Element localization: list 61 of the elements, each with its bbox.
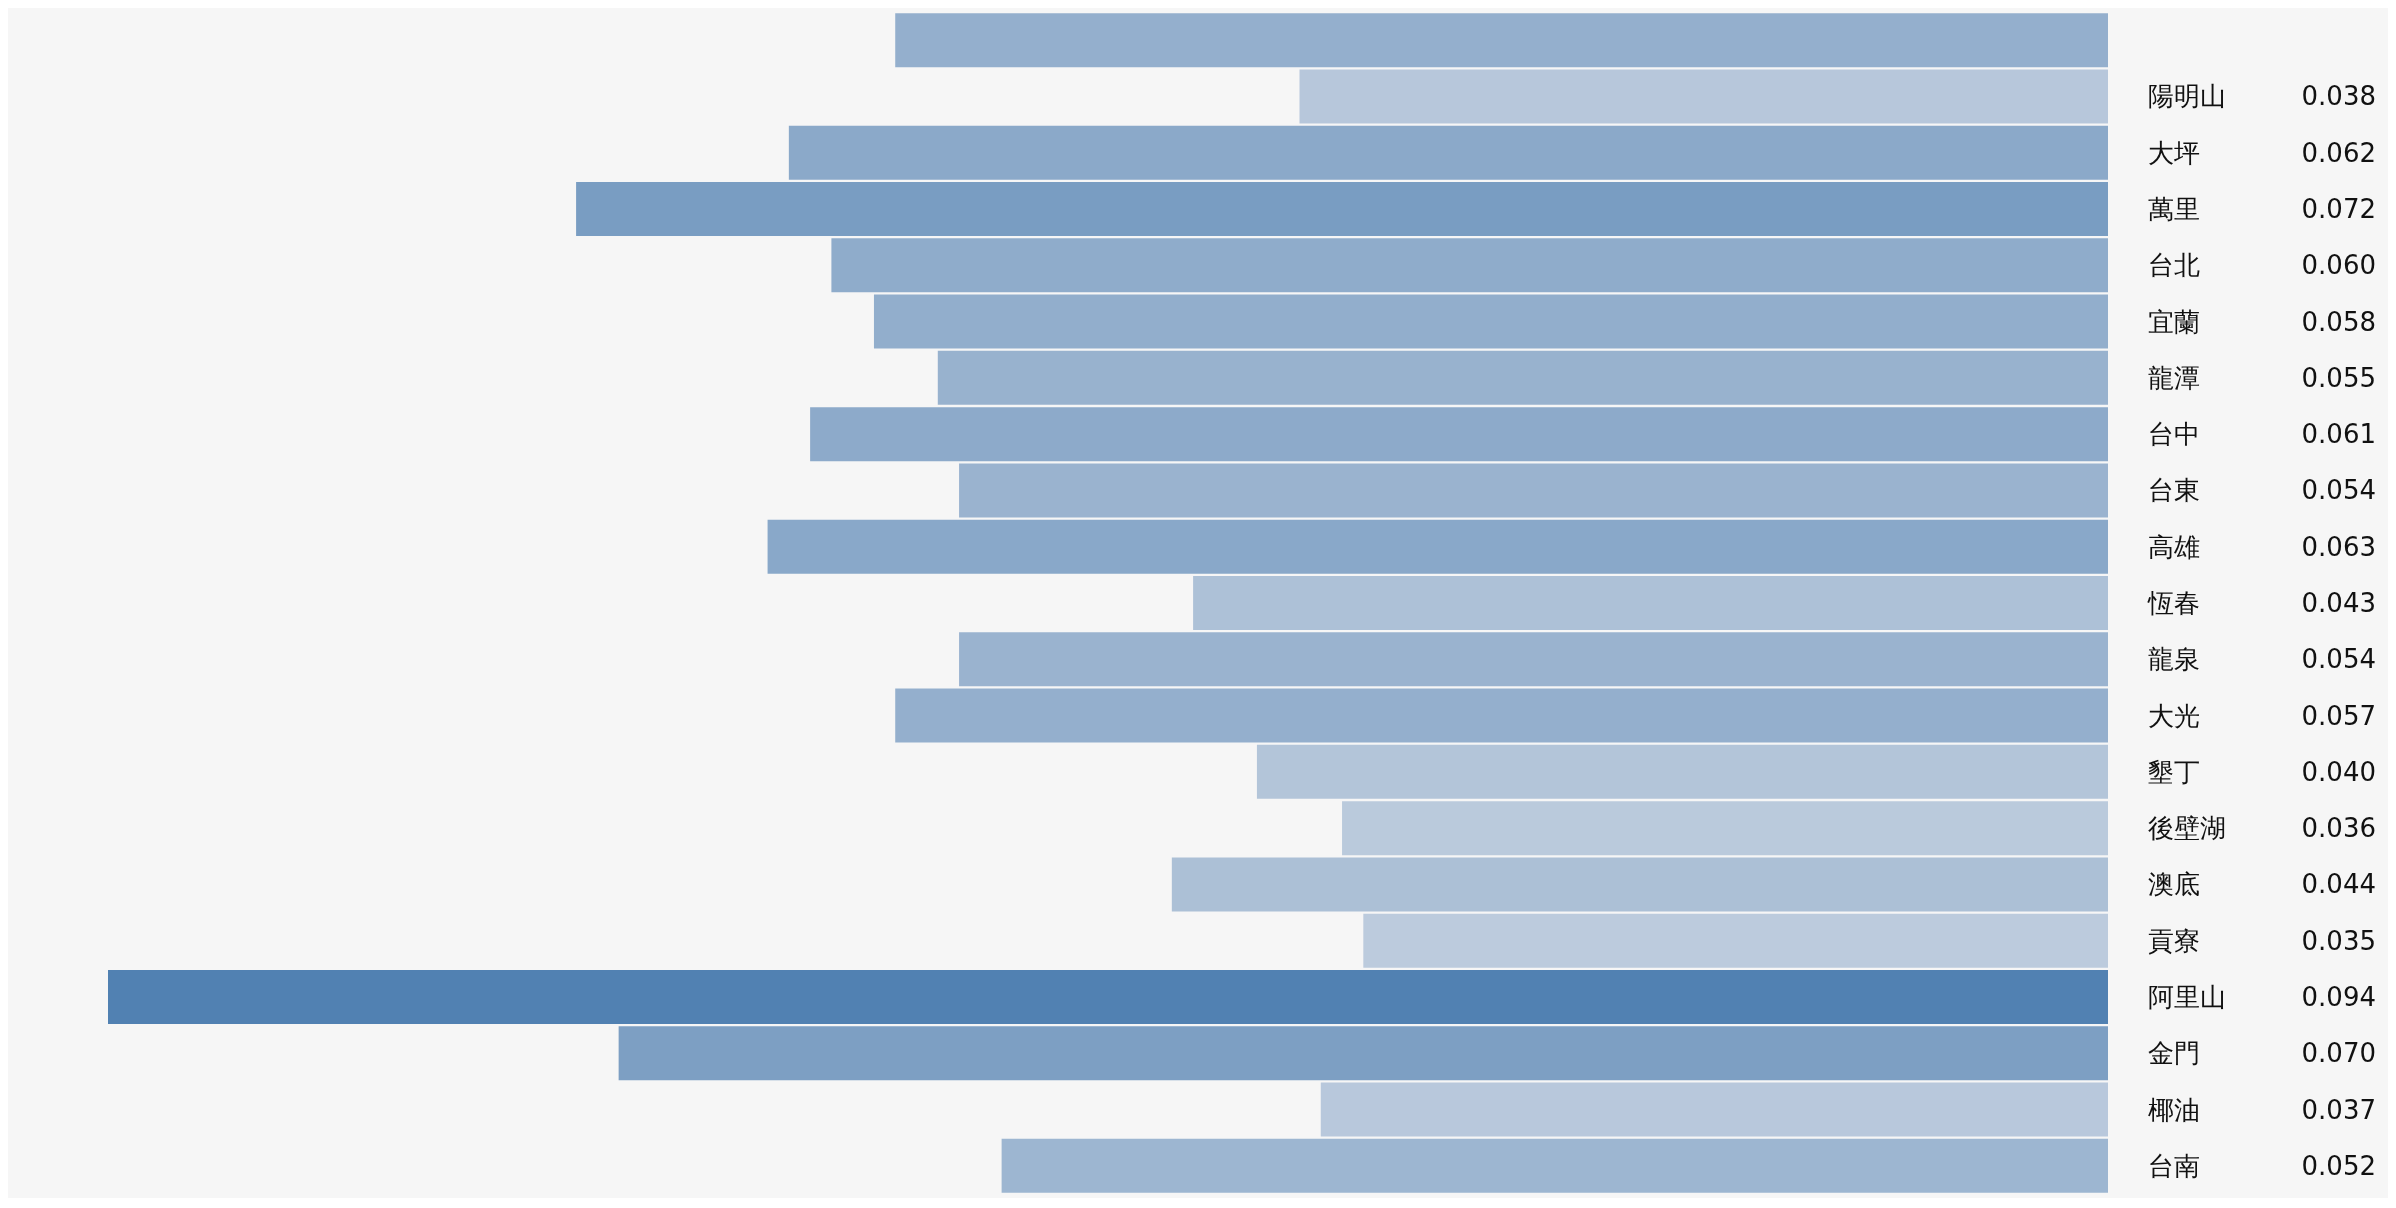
data-label: 0.054 xyxy=(2301,644,2376,675)
y-tick-label: 金門 xyxy=(2148,1038,2200,1069)
bar xyxy=(1171,857,2108,912)
y-tick-label: 大坪 xyxy=(2148,137,2200,168)
data-label: 0.060 xyxy=(2301,250,2376,281)
data-label: 0.052 xyxy=(2301,1150,2376,1181)
data-label: 0.062 xyxy=(2301,137,2376,168)
y-tick-label: 陽明山 xyxy=(2148,81,2226,112)
bar xyxy=(788,125,2108,180)
y-tick-label: 後壁湖 xyxy=(2148,813,2226,844)
bar xyxy=(895,13,2108,68)
data-label: 0.043 xyxy=(2301,588,2376,618)
data-label: 0.057 xyxy=(2301,700,2376,731)
y-tick-label: 澳底 xyxy=(2148,869,2200,900)
y-tick-label: 墾丁 xyxy=(2148,756,2200,787)
bar xyxy=(959,463,2108,518)
bar xyxy=(767,519,2108,574)
y-tick-label: 台中 xyxy=(2148,419,2200,450)
bar xyxy=(937,350,2108,405)
data-label: 0.063 xyxy=(2301,531,2376,562)
y-tick-label: 萬里 xyxy=(2148,194,2200,224)
data-label: 0.036 xyxy=(2301,813,2376,844)
data-label: 0.054 xyxy=(2301,475,2376,506)
bar xyxy=(576,181,2108,237)
bar xyxy=(1342,801,2108,856)
y-tick-label: 貢寮 xyxy=(2148,925,2200,956)
y-tick-label: 龍潭 xyxy=(2148,362,2200,393)
data-label: 0.070 xyxy=(2301,1038,2376,1069)
data-label: 0.044 xyxy=(2301,869,2376,900)
y-tick-label: 龍泉 xyxy=(2148,644,2200,675)
bar xyxy=(1299,69,2108,124)
data-label: 0.061 xyxy=(2301,419,2376,450)
y-tick-label: 高雄 xyxy=(2148,531,2200,562)
data-label: 0.035 xyxy=(2301,925,2376,956)
y-tick-label: 椰油 xyxy=(2148,1094,2200,1125)
y-tick-label: 台北 xyxy=(2148,250,2200,281)
data-label: 0.072 xyxy=(2301,194,2376,224)
bar xyxy=(1001,1138,2108,1193)
data-label: 0.094 xyxy=(2301,982,2376,1012)
y-tick-label: 台東 xyxy=(2148,475,2200,506)
bar xyxy=(831,238,2108,293)
bar xyxy=(1256,744,2108,799)
y-tick-label: 大光 xyxy=(2148,700,2200,731)
bar xyxy=(618,1026,2108,1081)
bar xyxy=(959,632,2108,687)
bar xyxy=(1320,1082,2108,1137)
bar xyxy=(108,969,2108,1025)
bar xyxy=(1193,575,2108,631)
data-label: 0.038 xyxy=(2301,81,2376,112)
y-tick-label: 台南 xyxy=(2148,1150,2200,1181)
data-label: 0.040 xyxy=(2301,756,2376,787)
y-tick-label: 宜蘭 xyxy=(2148,306,2200,337)
data-label: 0.058 xyxy=(2301,306,2376,337)
bar xyxy=(810,407,2108,462)
y-tick-label: 恆春 xyxy=(2147,588,2200,618)
data-label: 0.037 xyxy=(2301,1094,2376,1125)
bar xyxy=(873,294,2108,349)
bar xyxy=(895,688,2108,743)
bar xyxy=(1363,913,2108,968)
y-tick-label: 阿里山 xyxy=(2148,982,2226,1012)
data-label: 0.055 xyxy=(2301,362,2376,393)
